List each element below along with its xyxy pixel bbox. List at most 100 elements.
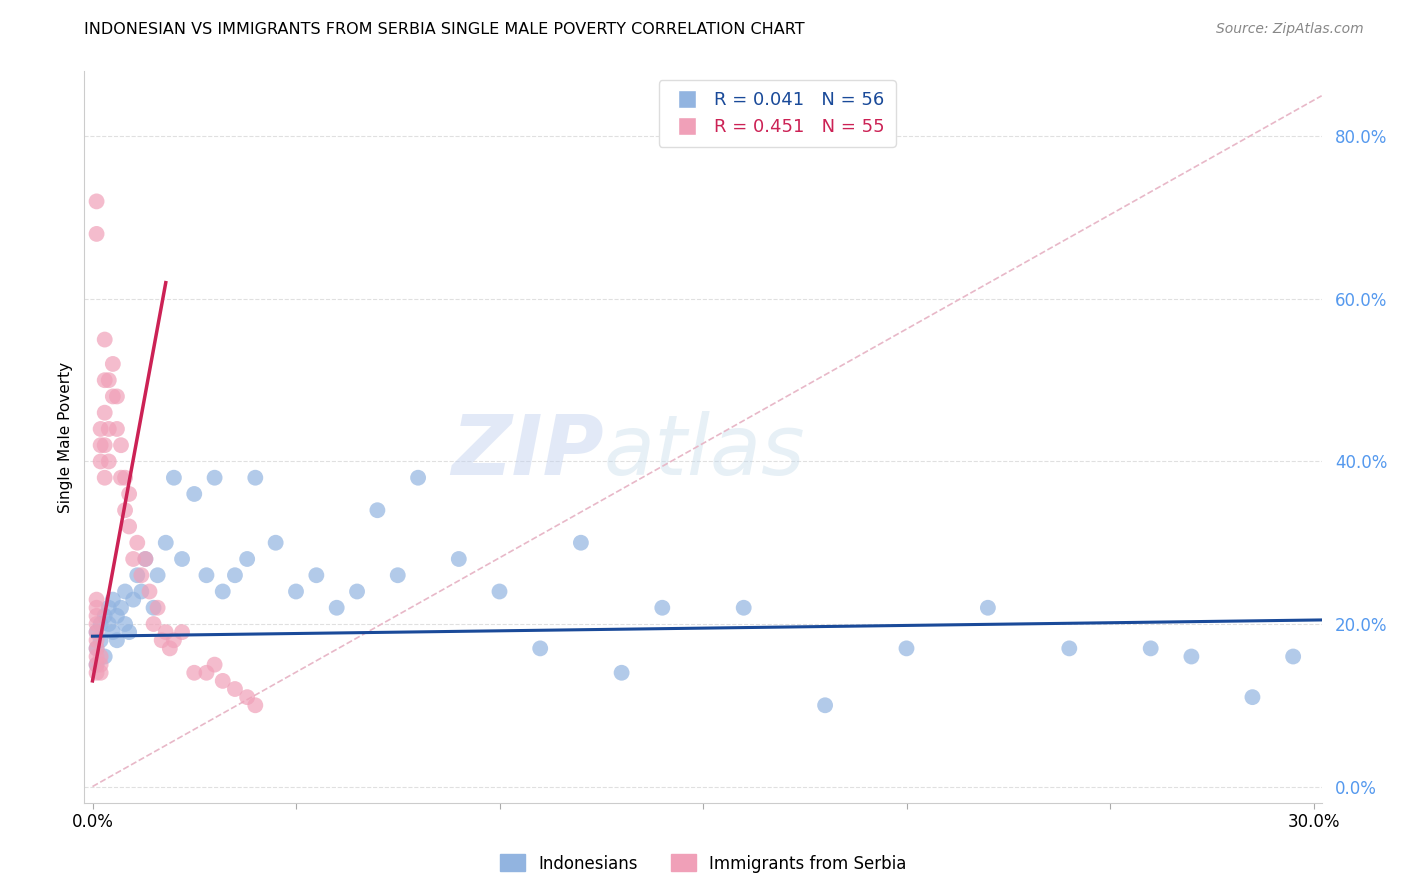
Point [170,625,193,640]
Point [86,633,108,648]
Point [110,438,132,452]
Point [97,373,120,387]
Point [101,592,124,607]
Point [86,657,108,672]
Point [163,633,186,648]
Point [97,422,120,436]
Point [1059,641,1081,656]
Point [366,503,388,517]
Point [529,641,551,656]
Point [90,665,112,680]
Point [122,552,145,566]
Point [163,471,186,485]
Y-axis label: Single Male Poverty: Single Male Poverty [58,361,73,513]
Point [93,608,115,623]
Point [93,406,115,420]
Point [134,552,156,566]
Point [264,535,287,549]
Point [90,649,112,664]
Point [86,625,108,640]
Point [488,584,510,599]
Point [114,503,136,517]
Point [285,584,308,599]
Point [110,600,132,615]
Point [346,584,368,599]
Point [86,625,108,640]
Point [127,568,149,582]
Point [183,487,205,501]
Point [90,454,112,468]
Point [114,617,136,632]
Point [86,608,108,623]
Point [204,657,226,672]
Point [1139,641,1161,656]
Point [195,568,218,582]
Point [131,568,153,582]
Point [610,665,633,680]
Point [86,600,108,615]
Point [127,535,149,549]
Point [86,665,108,680]
Point [90,438,112,452]
Point [90,422,112,436]
Point [977,600,1000,615]
Point [159,641,181,656]
Point [118,487,141,501]
Point [93,373,115,387]
Point [90,657,112,672]
Point [236,552,259,566]
Point [142,600,165,615]
Point [236,690,259,705]
Point [224,681,246,696]
Point [170,552,193,566]
Point [1180,649,1202,664]
Point [245,471,267,485]
Point [146,568,169,582]
Point [146,600,169,615]
Point [86,657,108,672]
Point [651,600,673,615]
Point [224,568,246,582]
Point [150,633,173,648]
Point [305,568,328,582]
Point [93,438,115,452]
Point [86,227,108,241]
Point [195,665,218,680]
Point [155,535,177,549]
Point [114,471,136,485]
Point [447,552,470,566]
Point [114,584,136,599]
Point [118,625,141,640]
Point [183,665,205,680]
Point [155,625,177,640]
Point [131,584,153,599]
Point [110,471,132,485]
Text: ZIP: ZIP [451,411,605,492]
Point [90,633,112,648]
Point [118,519,141,533]
Point [211,584,233,599]
Point [86,649,108,664]
Point [204,471,226,485]
Point [569,535,592,549]
Legend: Indonesians, Immigrants from Serbia: Indonesians, Immigrants from Serbia [494,847,912,880]
Text: INDONESIAN VS IMMIGRANTS FROM SERBIA SINGLE MALE POVERTY CORRELATION CHART: INDONESIAN VS IMMIGRANTS FROM SERBIA SIN… [84,22,806,37]
Point [245,698,267,713]
Point [814,698,837,713]
Point [142,617,165,632]
Point [93,649,115,664]
Point [387,568,409,582]
Point [86,592,108,607]
Point [105,608,128,623]
Text: atlas: atlas [605,411,806,492]
Point [1241,690,1264,705]
Point [211,673,233,688]
Point [97,617,120,632]
Point [105,389,128,403]
Point [86,194,108,209]
Point [97,454,120,468]
Point [97,600,120,615]
Legend: R = 0.041   N = 56, R = 0.451   N = 55: R = 0.041 N = 56, R = 0.451 N = 55 [658,80,896,147]
Point [86,641,108,656]
Point [733,600,755,615]
